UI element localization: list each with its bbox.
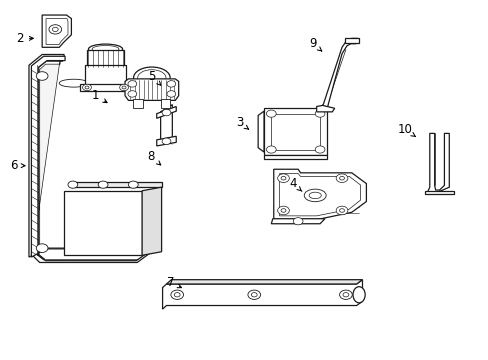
Circle shape — [277, 206, 289, 215]
Polygon shape — [271, 114, 320, 149]
Circle shape — [128, 91, 137, 97]
Text: 8: 8 — [147, 150, 161, 165]
Polygon shape — [125, 79, 178, 100]
Circle shape — [128, 81, 137, 87]
Circle shape — [281, 209, 285, 212]
Ellipse shape — [92, 45, 119, 53]
Polygon shape — [157, 107, 176, 118]
Polygon shape — [87, 50, 124, 67]
Polygon shape — [320, 39, 357, 108]
Ellipse shape — [133, 67, 170, 89]
Circle shape — [339, 176, 344, 180]
Polygon shape — [71, 182, 161, 187]
Polygon shape — [424, 191, 453, 194]
Ellipse shape — [88, 44, 122, 54]
Ellipse shape — [138, 70, 165, 86]
Polygon shape — [64, 191, 142, 255]
Circle shape — [166, 91, 175, 97]
Circle shape — [247, 290, 260, 300]
Circle shape — [68, 181, 78, 188]
Polygon shape — [80, 84, 131, 91]
Polygon shape — [344, 38, 358, 43]
Text: 10: 10 — [397, 123, 415, 137]
Circle shape — [36, 244, 48, 252]
Circle shape — [162, 109, 170, 116]
Polygon shape — [279, 174, 360, 216]
Circle shape — [315, 146, 325, 153]
Polygon shape — [29, 54, 151, 262]
Circle shape — [315, 110, 325, 117]
Text: 5: 5 — [148, 69, 161, 85]
Circle shape — [335, 174, 347, 183]
Polygon shape — [427, 134, 448, 193]
Circle shape — [36, 72, 48, 80]
Ellipse shape — [304, 189, 325, 202]
Circle shape — [98, 181, 108, 188]
Polygon shape — [85, 64, 126, 85]
Polygon shape — [162, 280, 362, 309]
Polygon shape — [271, 219, 325, 224]
Circle shape — [251, 293, 257, 297]
Polygon shape — [264, 155, 327, 159]
Text: 7: 7 — [166, 276, 181, 289]
Ellipse shape — [59, 79, 88, 87]
Polygon shape — [160, 105, 172, 144]
Text: 1: 1 — [92, 89, 107, 103]
Circle shape — [339, 290, 351, 300]
Text: 3: 3 — [235, 116, 248, 129]
Circle shape — [128, 181, 138, 188]
Circle shape — [85, 86, 89, 89]
Text: 6: 6 — [11, 159, 25, 172]
Polygon shape — [142, 187, 161, 255]
Circle shape — [293, 218, 303, 225]
Circle shape — [266, 146, 276, 153]
Polygon shape — [160, 99, 170, 108]
Polygon shape — [32, 59, 149, 260]
Circle shape — [162, 138, 170, 144]
Circle shape — [342, 293, 348, 297]
Circle shape — [277, 174, 289, 183]
Circle shape — [166, 81, 175, 87]
Polygon shape — [166, 280, 362, 284]
Circle shape — [174, 293, 180, 297]
Polygon shape — [42, 15, 71, 47]
Circle shape — [82, 84, 91, 91]
Polygon shape — [264, 108, 327, 155]
Polygon shape — [157, 136, 176, 146]
Circle shape — [170, 290, 183, 300]
Text: 9: 9 — [308, 37, 321, 51]
Circle shape — [122, 86, 126, 89]
Circle shape — [335, 206, 347, 215]
Polygon shape — [316, 105, 334, 112]
Circle shape — [120, 84, 128, 91]
Polygon shape — [31, 56, 150, 261]
Circle shape — [281, 176, 285, 180]
Polygon shape — [133, 99, 143, 108]
Circle shape — [339, 209, 344, 212]
Polygon shape — [46, 19, 68, 44]
Text: 2: 2 — [17, 32, 33, 45]
Ellipse shape — [352, 287, 365, 303]
Circle shape — [52, 27, 58, 32]
Circle shape — [266, 110, 276, 117]
Ellipse shape — [308, 192, 321, 199]
Polygon shape — [258, 111, 264, 152]
Circle shape — [49, 25, 61, 34]
Polygon shape — [273, 169, 366, 220]
Text: 4: 4 — [289, 177, 301, 191]
